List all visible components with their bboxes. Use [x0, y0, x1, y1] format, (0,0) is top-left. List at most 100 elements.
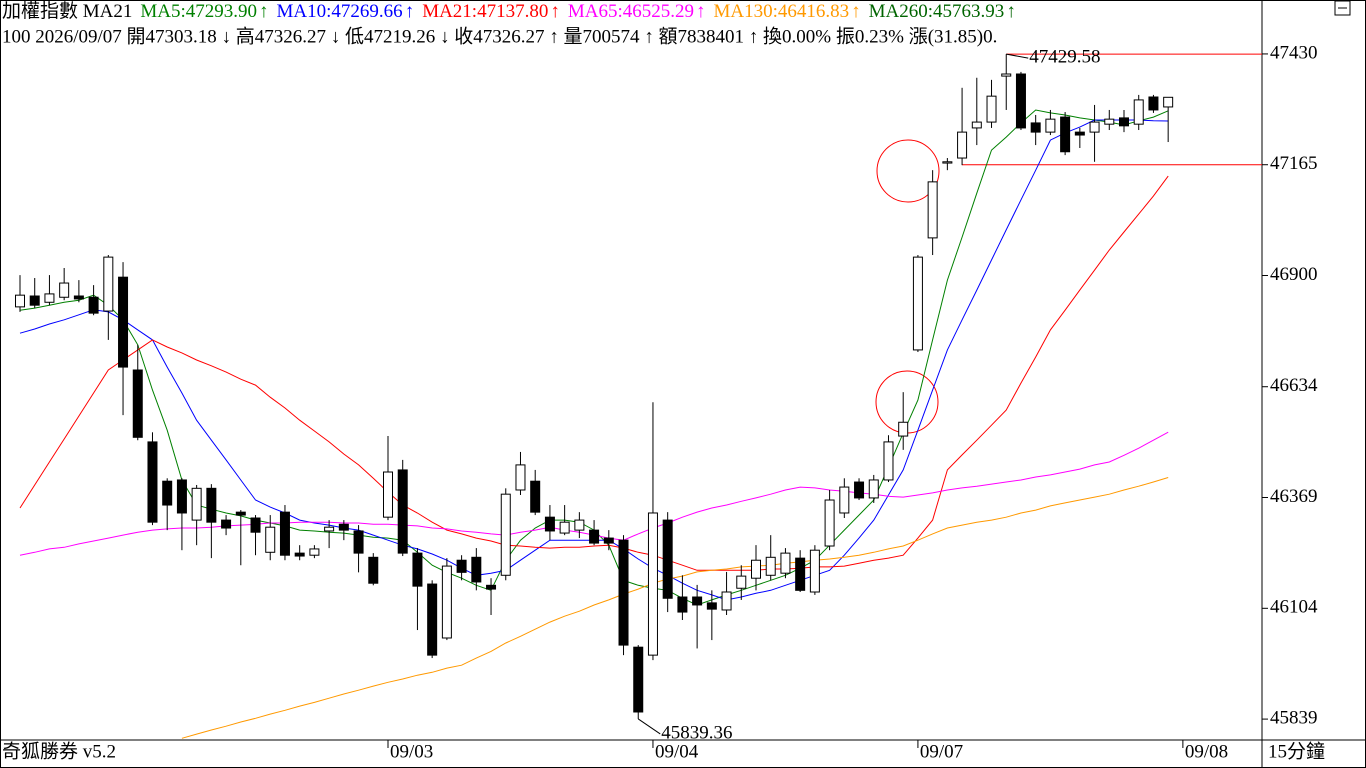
candle-body — [854, 481, 865, 499]
candle-body — [736, 575, 747, 589]
candle-body — [1015, 73, 1026, 129]
chart-title: 加權指數 MA21 — [2, 0, 132, 22]
candle-body — [692, 596, 703, 606]
y-tick-label: 45839 — [1270, 707, 1318, 728]
candle-body — [441, 565, 452, 639]
candle-body — [235, 511, 246, 516]
x-tick-label: 09/07 — [920, 741, 963, 762]
candle-body — [250, 517, 261, 533]
candle-body — [530, 480, 541, 513]
y-tick-label: 46900 — [1270, 264, 1318, 285]
candle-body — [824, 499, 835, 547]
annotation-label: 45839.36 — [661, 722, 732, 743]
candle-body — [427, 583, 438, 656]
candle-body — [265, 526, 276, 553]
candle-body — [765, 556, 776, 576]
candle-body — [1001, 73, 1012, 77]
candle-body — [809, 549, 820, 593]
candle-body — [647, 512, 658, 656]
candle-body — [294, 552, 305, 557]
candle-body — [397, 469, 408, 554]
candle-body — [309, 548, 320, 556]
legend-entry: MA10:47269.66 — [277, 1, 403, 22]
y-tick-label: 47165 — [1270, 153, 1318, 174]
candle-body — [103, 256, 114, 312]
legend-arrow: ↑ — [259, 1, 269, 22]
legend-entry: MA21:47137.80 — [422, 1, 548, 22]
candle-body — [176, 479, 187, 514]
candle-body — [1104, 118, 1115, 125]
candle-body — [912, 256, 923, 351]
candle-body — [191, 487, 202, 521]
candle-body — [589, 529, 600, 544]
legend-entry: MA65:46525.29 — [568, 1, 694, 22]
annotation-leader — [1006, 53, 1029, 59]
y-tick-label: 46369 — [1270, 486, 1318, 507]
legend-entry: MA5:47293.90 — [140, 1, 257, 22]
candle-body — [986, 95, 997, 123]
candle-body — [206, 487, 217, 523]
candle-body — [221, 519, 232, 529]
candle-body — [1119, 117, 1129, 127]
candle-body — [368, 556, 379, 584]
legend-entry: MA260:45763.93 — [869, 1, 1005, 22]
candle-body — [751, 559, 761, 579]
legend-arrow: ↑ — [550, 1, 560, 22]
legend-entry: MA130:46416.83 — [714, 1, 850, 22]
candle-body — [88, 296, 99, 314]
candle-body — [147, 441, 158, 523]
legend-arrow: ↑ — [851, 1, 861, 22]
candle-body — [544, 516, 555, 532]
candle-body — [1163, 96, 1174, 108]
candle-body — [780, 552, 791, 574]
candle-body — [1030, 122, 1041, 133]
candle-body — [559, 521, 570, 534]
candle-body — [456, 559, 467, 573]
candle-body — [59, 282, 70, 298]
candle-body — [486, 584, 497, 590]
candle-body — [603, 537, 614, 544]
candle-body — [971, 121, 982, 129]
candle-body — [898, 421, 909, 437]
footer-label: 奇狐勝券 v5.2 — [2, 740, 116, 762]
candle-body — [324, 526, 335, 532]
x-tick-label: 09/03 — [390, 741, 433, 762]
candle-body — [868, 479, 879, 499]
candle-body — [500, 493, 511, 576]
candle-body — [1060, 116, 1071, 153]
candle-body — [1148, 96, 1159, 111]
candle-body — [471, 556, 482, 583]
candle-body — [383, 471, 393, 518]
candle-body — [721, 591, 732, 611]
candle-body — [942, 161, 953, 164]
legend-arrow: ↑ — [696, 1, 706, 22]
candle-body — [73, 295, 84, 300]
y-tick-label: 46104 — [1270, 597, 1318, 618]
x-tick-label: 09/04 — [655, 741, 699, 762]
candle-body — [927, 181, 938, 239]
annotation-label: 47429.58 — [1029, 46, 1100, 67]
candle-body — [618, 539, 629, 646]
candle-body — [1074, 131, 1085, 136]
candle-body — [633, 646, 644, 713]
candle-body — [1133, 99, 1144, 125]
candle-body — [118, 276, 129, 368]
candle-body — [677, 596, 688, 613]
candle-body — [839, 486, 850, 514]
candle-body — [574, 519, 585, 531]
candle-body — [338, 523, 349, 531]
candle-body — [162, 480, 173, 506]
candle-body — [957, 131, 968, 159]
candle-body — [29, 295, 40, 306]
candle-body — [279, 511, 290, 556]
highlight-circle — [876, 139, 940, 203]
header-info: 100 2026/09/07 開47303.18 ↓ 高47326.27 ↓ 低… — [2, 25, 997, 47]
ma-line — [181, 477, 1169, 739]
ma-line — [19, 175, 1169, 571]
x-tick-label: 09/08 — [1185, 741, 1228, 762]
candle-body — [795, 557, 806, 591]
candle-body — [353, 530, 364, 554]
period-label: 15分鐘 — [1268, 740, 1325, 762]
candle-body — [412, 552, 423, 587]
